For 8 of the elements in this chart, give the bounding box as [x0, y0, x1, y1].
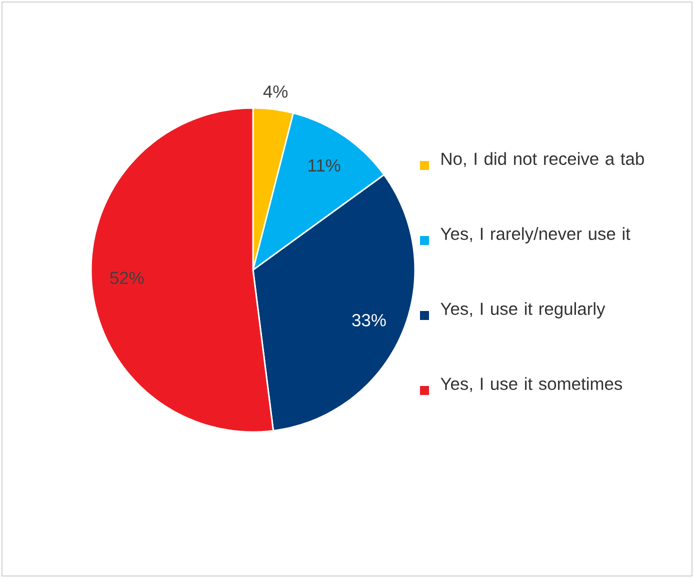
legend-label: Yes, I use it sometimes [440, 377, 622, 392]
legend-label: No, I did not receive a tab [442, 152, 644, 168]
data-label: 4% [263, 85, 288, 98]
data-label: 33% [352, 314, 386, 326]
legend-label: Yes, I rarely/never use it [440, 227, 630, 244]
data-label: 11% [308, 159, 340, 172]
legend-label: Yes, I use it regularly [440, 302, 606, 318]
data-label: 52% [110, 272, 144, 284]
